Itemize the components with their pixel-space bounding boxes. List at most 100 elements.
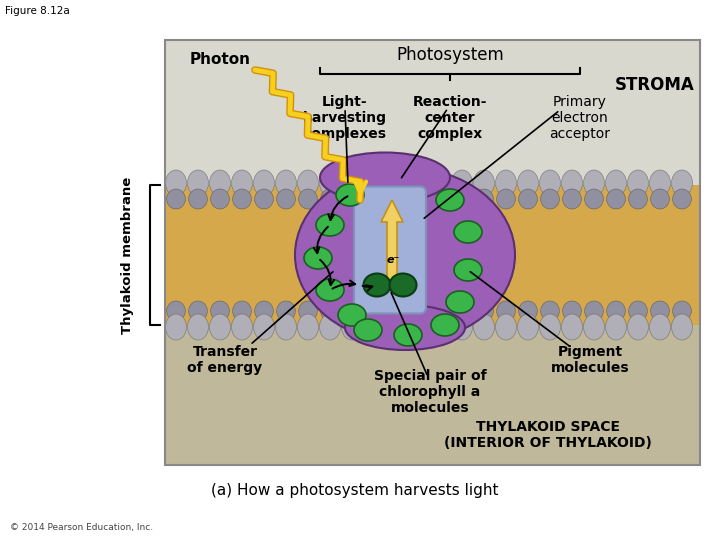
- Ellipse shape: [629, 189, 647, 209]
- Ellipse shape: [166, 189, 185, 209]
- Ellipse shape: [189, 189, 207, 209]
- Ellipse shape: [651, 301, 670, 321]
- Ellipse shape: [276, 170, 297, 196]
- Ellipse shape: [253, 170, 274, 196]
- Text: Reaction-
center
complex: Reaction- center complex: [413, 95, 487, 141]
- Ellipse shape: [233, 189, 251, 209]
- Ellipse shape: [299, 301, 318, 321]
- Ellipse shape: [518, 170, 539, 196]
- Ellipse shape: [518, 189, 537, 209]
- Ellipse shape: [338, 304, 366, 326]
- Ellipse shape: [539, 170, 560, 196]
- Ellipse shape: [585, 301, 603, 321]
- Ellipse shape: [541, 189, 559, 209]
- Ellipse shape: [497, 189, 516, 209]
- Ellipse shape: [387, 189, 405, 209]
- Ellipse shape: [345, 305, 465, 350]
- Ellipse shape: [431, 189, 449, 209]
- Ellipse shape: [394, 324, 422, 346]
- Ellipse shape: [341, 314, 362, 340]
- Ellipse shape: [255, 189, 274, 209]
- Text: Light-
harvesting
complexes: Light- harvesting complexes: [303, 95, 387, 141]
- Text: Photosystem: Photosystem: [396, 46, 504, 64]
- Ellipse shape: [607, 189, 626, 209]
- Ellipse shape: [320, 152, 450, 202]
- Ellipse shape: [430, 314, 451, 340]
- Ellipse shape: [409, 189, 428, 209]
- Text: Primary
electron
acceptor: Primary electron acceptor: [549, 95, 611, 141]
- Text: Photon: Photon: [189, 52, 251, 68]
- Ellipse shape: [606, 314, 626, 340]
- Ellipse shape: [562, 189, 581, 209]
- Ellipse shape: [431, 301, 449, 321]
- Ellipse shape: [672, 170, 693, 196]
- Text: Pigment
molecules: Pigment molecules: [551, 345, 629, 375]
- Ellipse shape: [354, 319, 382, 341]
- Ellipse shape: [166, 314, 186, 340]
- Ellipse shape: [672, 314, 693, 340]
- Ellipse shape: [276, 314, 297, 340]
- Ellipse shape: [297, 314, 318, 340]
- Ellipse shape: [607, 301, 626, 321]
- Bar: [165, 325, 700, 465]
- Bar: [165, 40, 700, 465]
- Ellipse shape: [585, 189, 603, 209]
- Ellipse shape: [341, 170, 362, 196]
- Ellipse shape: [390, 273, 416, 296]
- Ellipse shape: [304, 247, 332, 269]
- Ellipse shape: [320, 170, 341, 196]
- Ellipse shape: [649, 170, 670, 196]
- Ellipse shape: [649, 314, 670, 340]
- Ellipse shape: [518, 314, 539, 340]
- Ellipse shape: [320, 314, 341, 340]
- Ellipse shape: [629, 301, 647, 321]
- Ellipse shape: [253, 314, 274, 340]
- Ellipse shape: [211, 301, 230, 321]
- Ellipse shape: [295, 167, 515, 342]
- Ellipse shape: [408, 170, 428, 196]
- Ellipse shape: [166, 301, 185, 321]
- Ellipse shape: [474, 170, 495, 196]
- Ellipse shape: [672, 189, 691, 209]
- Ellipse shape: [276, 189, 295, 209]
- Ellipse shape: [474, 301, 493, 321]
- Text: Figure 8.12a: Figure 8.12a: [5, 6, 70, 16]
- Ellipse shape: [297, 170, 318, 196]
- FancyBboxPatch shape: [354, 186, 426, 314]
- Ellipse shape: [408, 314, 428, 340]
- Ellipse shape: [628, 170, 649, 196]
- Bar: [165, 255, 700, 325]
- Text: (a) How a photosystem harvests light: (a) How a photosystem harvests light: [211, 483, 499, 497]
- Ellipse shape: [562, 314, 582, 340]
- Ellipse shape: [232, 314, 253, 340]
- Ellipse shape: [385, 314, 407, 340]
- Ellipse shape: [166, 170, 186, 196]
- Ellipse shape: [387, 301, 405, 321]
- Ellipse shape: [232, 170, 253, 196]
- Ellipse shape: [541, 301, 559, 321]
- Ellipse shape: [316, 279, 344, 301]
- Text: THYLAKOID SPACE
(INTERIOR OF THYLAKOID): THYLAKOID SPACE (INTERIOR OF THYLAKOID): [444, 420, 652, 450]
- Ellipse shape: [606, 170, 626, 196]
- Ellipse shape: [409, 301, 428, 321]
- Text: Thylakoid membrane: Thylakoid membrane: [122, 177, 135, 334]
- Ellipse shape: [518, 301, 537, 321]
- Ellipse shape: [336, 184, 364, 206]
- Ellipse shape: [451, 170, 472, 196]
- Ellipse shape: [651, 189, 670, 209]
- Ellipse shape: [453, 301, 472, 321]
- Ellipse shape: [562, 301, 581, 321]
- Ellipse shape: [364, 189, 383, 209]
- Ellipse shape: [446, 291, 474, 313]
- Ellipse shape: [474, 314, 495, 340]
- Ellipse shape: [210, 170, 230, 196]
- Ellipse shape: [474, 189, 493, 209]
- Ellipse shape: [583, 170, 605, 196]
- Text: Special pair of
chlorophyll a
molecules: Special pair of chlorophyll a molecules: [374, 369, 486, 415]
- Ellipse shape: [453, 189, 472, 209]
- Ellipse shape: [672, 301, 691, 321]
- Ellipse shape: [364, 170, 384, 196]
- Bar: [165, 40, 700, 185]
- Ellipse shape: [431, 314, 459, 336]
- Ellipse shape: [210, 314, 230, 340]
